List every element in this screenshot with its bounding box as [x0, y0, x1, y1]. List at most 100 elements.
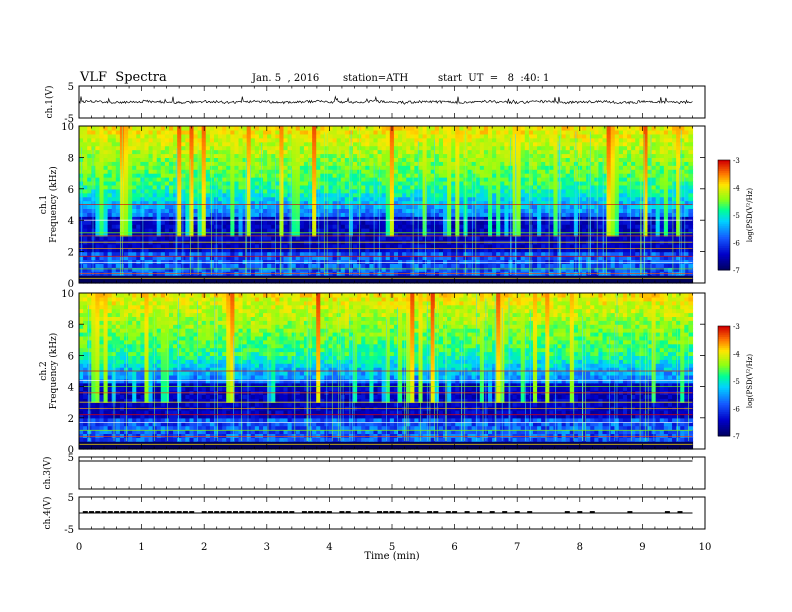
- ch1-spec-cell: [328, 259, 334, 264]
- ch1-spec-cell: [389, 267, 395, 272]
- ch1-spec-cell: [569, 157, 575, 162]
- ch1-spec-cell: [655, 208, 661, 213]
- ch1-spec-cell: [443, 251, 448, 257]
- ch1-spec-cell: [471, 216, 477, 221]
- ch1-spec-cell: [181, 251, 186, 257]
- ch1-spec-cell: [483, 173, 489, 178]
- ch1-spec-cell: [303, 165, 309, 170]
- ch1-spec-cell: [684, 243, 689, 249]
- ch1-spec-cell: [230, 212, 236, 217]
- ch1-spec-cell: [83, 188, 88, 194]
- ch1-spec-cell: [622, 173, 628, 178]
- ch1-spec-cell: [455, 180, 460, 186]
- ch1-spec-cell: [586, 184, 591, 190]
- ch1-spec-cell: [651, 208, 657, 213]
- ch1-spec-cell: [115, 196, 121, 202]
- ch1-spec-cell: [156, 177, 162, 182]
- ch1-spec-cell: [614, 169, 620, 174]
- ch1-spec-cell: [606, 173, 612, 178]
- ch1-spec-cell: [492, 153, 497, 158]
- ch1-spec-cell: [95, 161, 101, 166]
- ch1-spec-cell: [373, 169, 379, 174]
- ch1-spec-cell: [541, 192, 546, 198]
- ch1-spec-cell: [95, 267, 101, 272]
- ch1-spec-cell: [123, 177, 129, 182]
- ch1-spec-cell: [406, 220, 411, 225]
- ch1-spec-cell: [565, 196, 571, 202]
- ch1-spec-cell: [516, 243, 522, 249]
- ch1-spec-cell: [344, 184, 350, 190]
- ch1-spec-cell: [663, 247, 669, 253]
- ch1-spec-cell: [267, 235, 272, 241]
- ch1-spec-cell: [688, 247, 694, 253]
- ch1-spec-cell: [242, 247, 248, 253]
- ch1-spec-cell: [410, 220, 415, 225]
- ch1-spec-cell: [246, 204, 252, 210]
- ch1-spec-cell: [238, 165, 244, 170]
- ch1-spec-cell: [504, 208, 510, 213]
- ch1-spec-cell: [549, 263, 555, 268]
- ch1-spec-cell: [610, 216, 616, 221]
- chart-title: VLF Spectra: [80, 70, 167, 85]
- ch1-spec-cell: [361, 243, 366, 249]
- ch1-spec-cell: [336, 177, 342, 182]
- ch1-spec-cell: [197, 169, 203, 174]
- ch1-spec-cell: [541, 180, 546, 186]
- ch1-spec-cell: [344, 231, 350, 237]
- ch1-spec-cell: [463, 263, 469, 268]
- ch1-spec-cell: [524, 235, 530, 241]
- ch1-spec-cell: [160, 255, 166, 261]
- ch1-spec-cell: [230, 251, 236, 257]
- ch1-spec-cell: [639, 263, 644, 268]
- ch1-spec-cell: [553, 255, 559, 261]
- ch1-spec-cell: [185, 196, 191, 202]
- ch1-spec-cell: [479, 173, 485, 178]
- ch1-spec-cell: [303, 235, 309, 241]
- ch1-spec-cell: [688, 153, 694, 158]
- ch1-spec-cell: [512, 231, 518, 237]
- ch1-spec-cell: [164, 180, 170, 186]
- ch1-spec-cell: [99, 220, 105, 225]
- ch1-spec-cell: [672, 243, 677, 249]
- ch1-spec-cell: [590, 177, 595, 182]
- ch1-spec-cell: [618, 177, 624, 182]
- ch1-spec-cell: [328, 180, 334, 186]
- ch1-spec-cell: [324, 169, 330, 174]
- ch1-spec-cell: [434, 161, 440, 166]
- ch1-spec-cell: [410, 196, 415, 202]
- ch1-spec-cell: [463, 243, 469, 249]
- ch1-spec-cell: [271, 216, 276, 221]
- ch1-spec-cell: [451, 216, 456, 221]
- ch1-spec-cell: [263, 161, 268, 166]
- ch1-spec-cell: [471, 165, 477, 170]
- ch1-spec-cell: [385, 200, 391, 206]
- ch1-spec-cell: [123, 200, 129, 206]
- ch1-spec-cell: [438, 243, 444, 249]
- ch1-spec-cell: [123, 184, 129, 190]
- ch1-spec-cell: [565, 267, 571, 272]
- ch1-spec-cell: [422, 235, 428, 241]
- ch1-spec-cell: [402, 228, 407, 233]
- ch1-spec-cell: [455, 228, 460, 233]
- ch1-spec-cell: [295, 279, 301, 284]
- ch1-spec-cell: [185, 243, 191, 249]
- ch1-spec-cell: [218, 149, 223, 155]
- ch1-spec-cell: [238, 247, 244, 253]
- ch1-spec-cell: [254, 208, 260, 213]
- ch1-spec-cell: [205, 279, 211, 284]
- ch1-spec-cell: [496, 263, 501, 268]
- ch1-spec-cell: [148, 204, 154, 210]
- ch1-spec-cell: [218, 180, 223, 186]
- ch1-spec-cell: [295, 173, 301, 178]
- ch1-spec-cell: [344, 247, 350, 253]
- ch1-spec-cell: [250, 184, 256, 190]
- ch1-spec-cell: [610, 279, 616, 284]
- ch1-spec-cell: [487, 192, 493, 198]
- ch1-spec-cell: [295, 255, 301, 261]
- ch1-spec-cell: [201, 149, 207, 155]
- ch1-spec-cell: [594, 177, 600, 182]
- ch1-spec-cell: [532, 279, 538, 284]
- ch1-spec-cell: [332, 200, 338, 206]
- ch1-spec-cell: [299, 177, 305, 182]
- ch1-spec-cell: [524, 255, 530, 261]
